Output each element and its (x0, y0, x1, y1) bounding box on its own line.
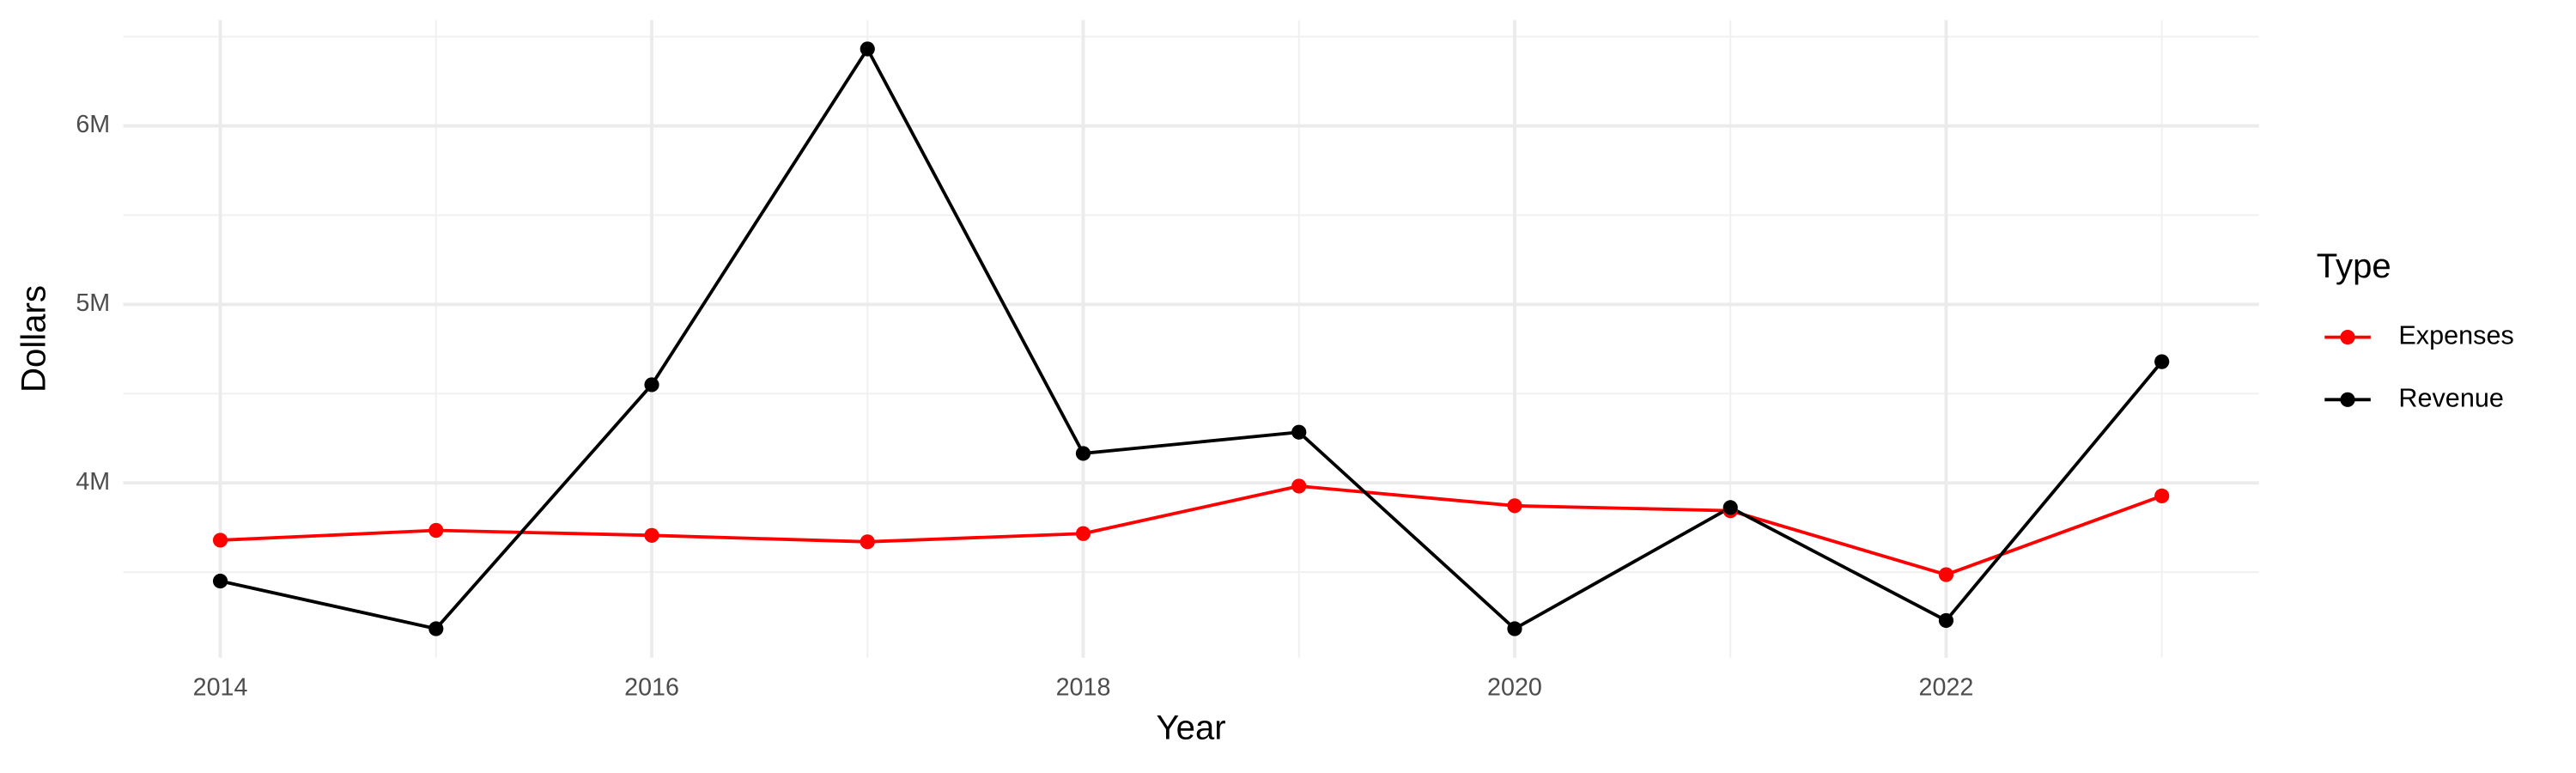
series-line (220, 484, 2163, 577)
data-point (1291, 424, 1307, 440)
data-point (428, 621, 444, 636)
legend-label: Expenses (2398, 321, 2513, 350)
x-tick-label: 2018 (1056, 674, 1111, 702)
x-tick-label: 2020 (1487, 674, 1542, 702)
data-point (212, 533, 228, 548)
y-tick-label: 5M (76, 289, 110, 317)
data-point (860, 41, 875, 57)
data-point (860, 534, 875, 550)
x-tick-label: 2022 (1919, 674, 1974, 702)
data-point (644, 527, 659, 543)
data-point (1291, 478, 1307, 494)
legend-title: Type (2317, 247, 2391, 285)
x-tick-label: 2016 (624, 674, 679, 702)
series-line (220, 46, 2164, 631)
x-axis-title: Year (1157, 708, 1226, 746)
data-point (1938, 567, 1954, 582)
data-point (428, 522, 444, 539)
data-point (1507, 621, 1522, 636)
y-tick-label: 4M (76, 468, 110, 496)
legend: Expenses Revenue (2324, 321, 2514, 412)
data-point (2154, 354, 2170, 369)
data-point (644, 377, 659, 393)
plot-area (212, 41, 2170, 636)
legend-key-point (2340, 329, 2355, 345)
data-point (1722, 500, 1738, 515)
data-point (212, 573, 228, 589)
data-point (1075, 526, 1091, 541)
y-tick-label: 6M (76, 111, 110, 138)
data-point (1075, 446, 1091, 461)
data-point (1507, 498, 1522, 514)
legend-key-point (2340, 392, 2355, 407)
y-axis-title: Dollars (15, 285, 53, 393)
legend-label: Revenue (2398, 383, 2504, 412)
x-tick-label: 2014 (193, 674, 248, 702)
data-point (1938, 612, 1954, 629)
data-point (2154, 488, 2170, 504)
grid (123, 20, 2259, 658)
